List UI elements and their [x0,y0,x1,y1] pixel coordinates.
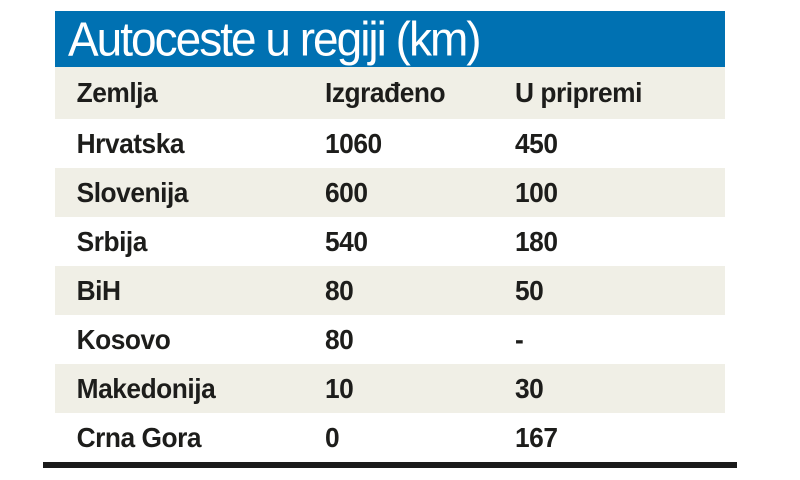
column-header-built: Izgrađeno [325,77,446,108]
highways-infographic: Autoceste u regiji (km) Zemlja Izgrađeno… [43,11,737,468]
cell-built: 80 [325,274,354,306]
cell-country: Kosovo [76,323,171,355]
cell-built: 80 [325,323,354,355]
table-row-makedonija: Makedonija 10 30 [55,364,725,413]
cell-country: Hrvatska [76,127,185,159]
cell-planned: 50 [515,274,544,306]
cell-planned: 30 [515,372,544,404]
cell-country: Slovenija [76,176,189,208]
cell-country: Makedonija [76,372,216,404]
table-row-slovenija: Slovenija 600 100 [55,168,725,217]
infographic-title: Autoceste u regiji (km) [68,11,482,67]
cell-planned: 100 [515,176,558,208]
cell-country: BiH [76,274,121,306]
cell-planned: 450 [515,127,558,159]
cell-country: Crna Gora [76,421,202,453]
table-row-crna-gora: Crna Gora 0 167 [55,413,725,462]
table-row-kosovo: Kosovo 80 - [55,315,725,364]
column-header-planned: U pripremi [515,77,642,108]
table-header-row: Zemlja Izgrađeno U pripremi [55,67,725,119]
cell-country: Srbija [76,225,148,257]
cell-built: 0 [325,421,340,453]
cell-built: 1060 [325,127,382,159]
cell-planned: 167 [515,421,558,453]
bottom-rule [43,462,737,468]
cell-planned: 180 [515,225,558,257]
highways-table: Zemlja Izgrađeno U pripremi Hrvatska 106… [55,67,725,462]
cell-built: 10 [325,372,354,404]
title-bar: Autoceste u regiji (km) [55,11,725,67]
table-row-hrvatska: Hrvatska 1060 450 [55,119,725,168]
table-row-bih: BiH 80 50 [55,266,725,315]
cell-built: 600 [325,176,368,208]
cell-planned: - [515,323,524,355]
column-header-country: Zemlja [76,77,158,108]
cell-built: 540 [325,225,368,257]
table-row-srbija: Srbija 540 180 [55,217,725,266]
